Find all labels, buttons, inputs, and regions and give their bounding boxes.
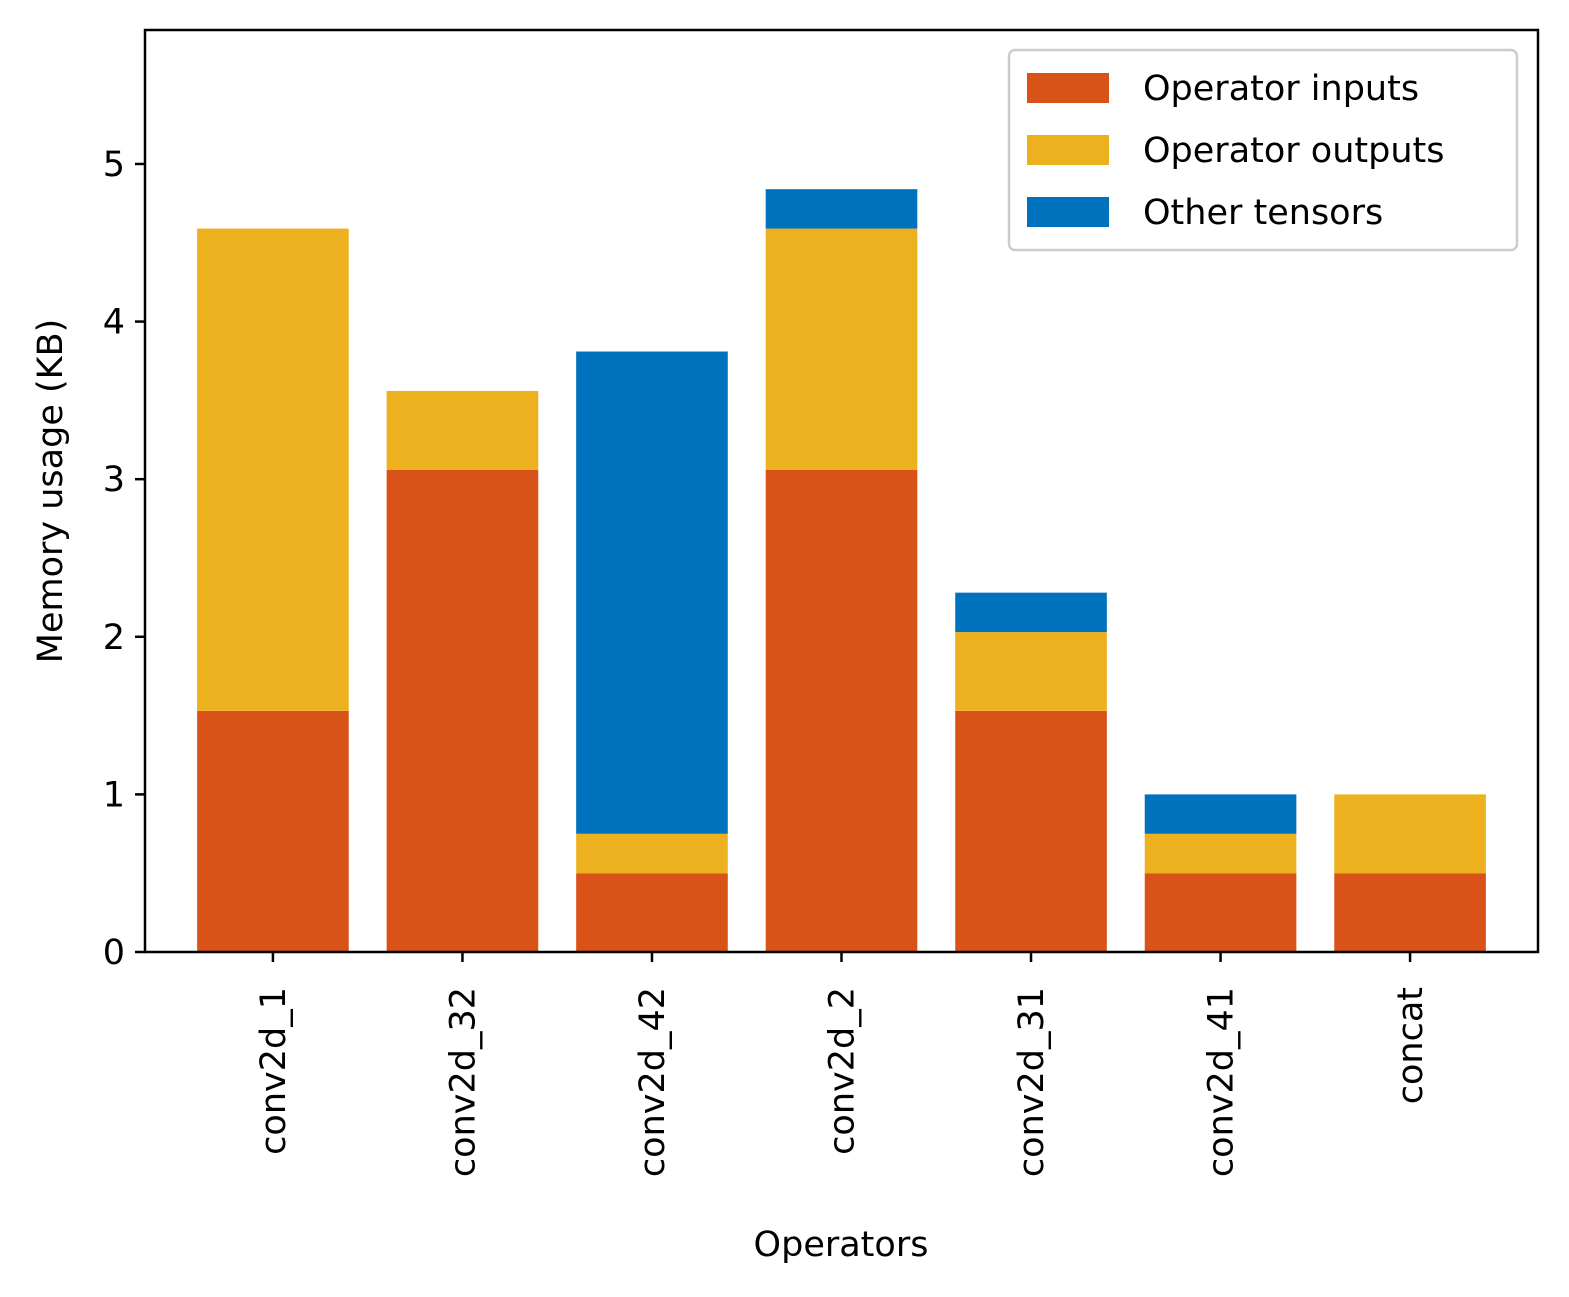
- y-tick-label: 3: [103, 460, 125, 500]
- legend-label: Operator inputs: [1143, 69, 1419, 109]
- bar-segment-conv2d_41-series-0: [1144, 873, 1297, 952]
- bar-segment-conv2d_1-series-0: [197, 710, 349, 952]
- bar-segment-conv2d_1-series-1: [197, 228, 349, 711]
- legend: Operator inputs Operator outputs Other ten…: [1007, 48, 1519, 252]
- bar-segment-conv2d_41-series-1: [1144, 833, 1297, 874]
- x-axis: conv2d_1 conv2d_32 conv2d_42 conv2d_2 conv2d…: [254, 952, 1431, 1177]
- y-axis-label: Memory usage (KB): [31, 319, 71, 663]
- bar-segment-conv2d_2-series-1: [765, 228, 918, 470]
- bar-segment-conv2d_2-series-2: [765, 189, 918, 229]
- legend-label: Other tensors: [1143, 193, 1383, 233]
- bar-segment-conv2d_32-series-0: [386, 469, 539, 952]
- x-tick-label: concat: [1391, 987, 1431, 1104]
- plot-frame: [143, 28, 1540, 954]
- bar-segment-conv2d_42-series-1: [576, 833, 728, 874]
- bar-segment-conv2d_31-series-1: [955, 632, 1107, 711]
- x-tick-label: conv2d_1: [254, 987, 294, 1155]
- x-tick-label: conv2d_32: [443, 987, 483, 1177]
- y-tick-label: 0: [103, 933, 125, 973]
- legend-label: Operator outputs: [1143, 131, 1444, 171]
- x-tick-label: conv2d_31: [1012, 987, 1052, 1177]
- bar-segment-concat-series-1: [1334, 794, 1486, 874]
- bar-segment-conv2d_42-series-2: [576, 351, 728, 834]
- bar-segment-conv2d_31-series-2: [955, 592, 1107, 633]
- bar-segment-conv2d_42-series-0: [576, 873, 728, 952]
- y-tick-label: 5: [103, 145, 125, 185]
- legend-box: [1007, 48, 1519, 252]
- x-tick-label: conv2d_42: [633, 987, 673, 1177]
- legend-swatch: [1027, 135, 1109, 165]
- x-tick-label: conv2d_41: [1202, 987, 1242, 1177]
- y-tick-label: 2: [103, 618, 125, 658]
- y-tick-label: 4: [103, 303, 125, 343]
- bar-segment-conv2d_2-series-0: [765, 469, 918, 952]
- x-axis-label: Operators: [754, 1225, 929, 1265]
- bar-segment-concat-series-0: [1334, 873, 1486, 952]
- x-tick-label: conv2d_2: [823, 987, 863, 1155]
- bar-segment-conv2d_32-series-1: [386, 390, 539, 470]
- legend-swatch: [1027, 73, 1109, 103]
- y-axis: 0 1 2 3 4 5: [103, 145, 145, 973]
- bars-layer: [197, 189, 1486, 952]
- y-tick-label: 1: [103, 775, 125, 815]
- bar-segment-conv2d_31-series-0: [955, 710, 1107, 952]
- legend-swatch: [1027, 197, 1109, 227]
- bar-segment-conv2d_41-series-2: [1144, 794, 1297, 834]
